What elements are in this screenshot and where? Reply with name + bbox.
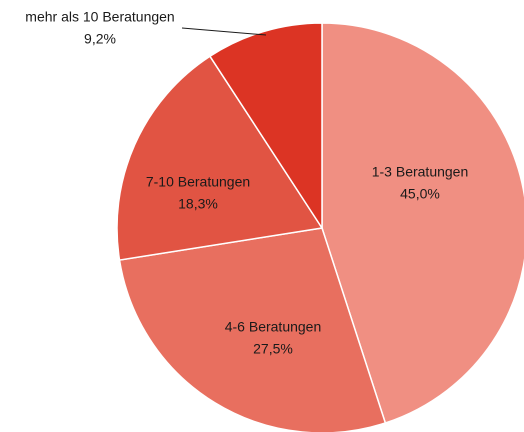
- slice-label: 4-6 Beratungen: [225, 319, 322, 335]
- pie-slice: [321, 22, 524, 424]
- slice-value-label: 27,5%: [253, 341, 293, 357]
- slice-label: 1-3 Beratungen: [372, 164, 469, 180]
- leader-line: [181, 27, 267, 36]
- pie-slice: [208, 22, 323, 231]
- slice-value-label: 9,2%: [84, 31, 116, 47]
- slice-label: mehr als 10 Beratungen: [25, 9, 174, 25]
- slice-value-label: 45,0%: [400, 186, 440, 202]
- slice-label: 7-10 Beratungen: [146, 174, 250, 190]
- pie-slice: [116, 55, 324, 261]
- slice-value-label: 18,3%: [178, 196, 218, 212]
